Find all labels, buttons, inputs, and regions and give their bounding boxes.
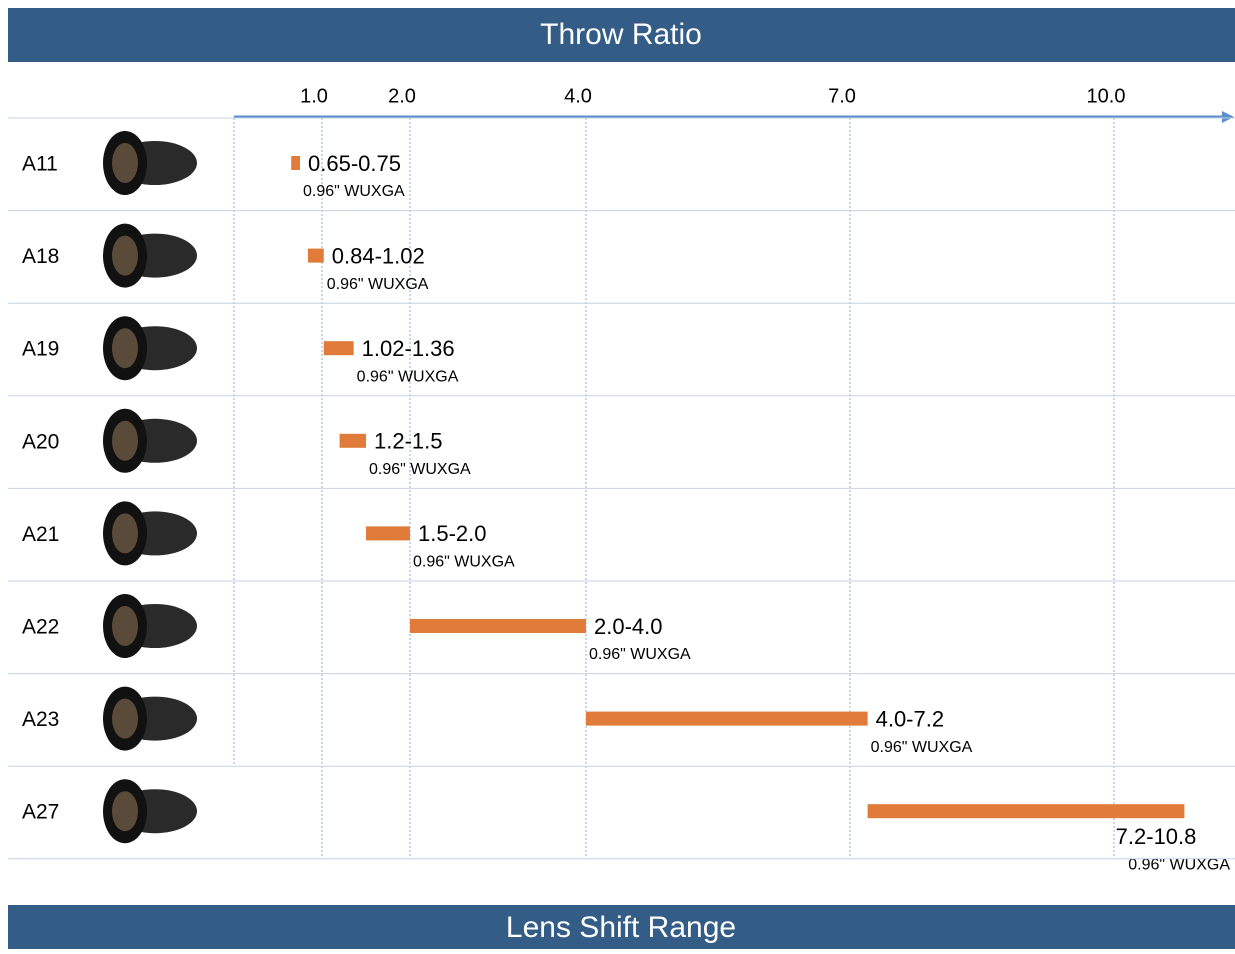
- x-tick-label: 10.0: [1087, 85, 1126, 107]
- resolution-note: 0.96" WUXGA: [413, 554, 515, 571]
- resolution-note: 0.96" WUXGA: [589, 646, 691, 663]
- x-tick-label: 1.0: [300, 85, 328, 107]
- footer-title: Lens Shift Range: [506, 911, 736, 944]
- resolution-note: 0.96" WUXGA: [369, 461, 471, 478]
- lens-glass: [112, 513, 138, 554]
- x-tick-label: 7.0: [828, 85, 856, 107]
- category-label: A23: [22, 708, 59, 731]
- resolution-note: 0.96" WUXGA: [871, 739, 973, 756]
- lens-glass: [112, 328, 138, 369]
- x-tick-label: 4.0: [564, 85, 592, 107]
- lens-glass: [112, 143, 138, 183]
- lens-glass: [112, 235, 138, 276]
- range-label: 1.5-2.0: [418, 521, 487, 546]
- range-bar: [410, 619, 586, 633]
- range-bar: [366, 526, 410, 541]
- range-bar: [339, 433, 366, 448]
- range-label: 4.0-7.2: [876, 706, 945, 731]
- lens-glass: [112, 698, 138, 739]
- range-bar: [307, 248, 324, 263]
- range-label: 0.84-1.02: [332, 243, 425, 268]
- lens-glass: [112, 791, 138, 832]
- header-title: Throw Ratio: [540, 18, 702, 51]
- range-bar: [867, 804, 1185, 819]
- category-label: A11: [22, 153, 58, 176]
- x-tick-label: 2.0: [388, 85, 416, 107]
- category-label: A20: [22, 430, 59, 453]
- footer-bar: [8, 905, 1235, 949]
- category-label: A18: [22, 245, 59, 268]
- range-label: 1.02-1.36: [362, 336, 455, 361]
- range-bar: [291, 156, 300, 170]
- category-label: A22: [22, 616, 59, 639]
- resolution-note: 0.96" WUXGA: [1128, 856, 1230, 873]
- header-bar: [8, 8, 1235, 62]
- range-label: 1.2-1.5: [374, 429, 443, 454]
- category-label: A19: [22, 338, 59, 361]
- range-bar: [323, 341, 354, 356]
- range-label: 7.2-10.8: [1116, 824, 1197, 849]
- range-label: 0.65-0.75: [308, 151, 401, 176]
- range-bar: [586, 711, 868, 726]
- category-label: A27: [22, 801, 59, 824]
- lens-glass: [112, 606, 138, 646]
- lens-glass: [112, 420, 138, 461]
- range-label: 2.0-4.0: [594, 614, 663, 639]
- category-label: A21: [22, 523, 59, 546]
- resolution-note: 0.96" WUXGA: [303, 183, 405, 200]
- resolution-note: 0.96" WUXGA: [327, 276, 429, 293]
- resolution-note: 0.96" WUXGA: [357, 368, 459, 385]
